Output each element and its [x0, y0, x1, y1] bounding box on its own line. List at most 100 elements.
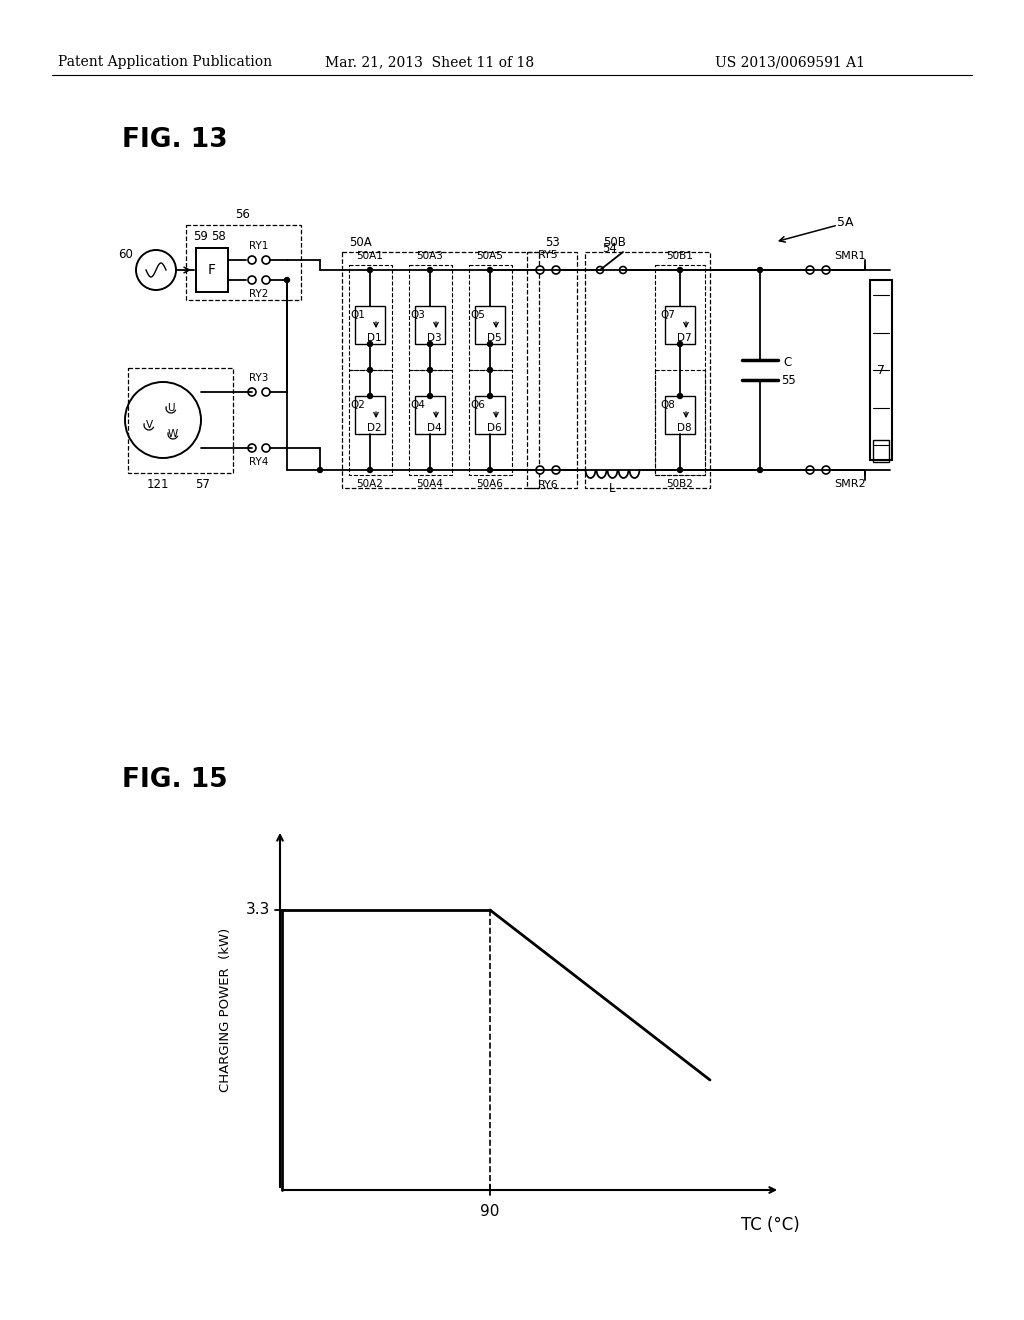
- Text: 50B: 50B: [603, 235, 627, 248]
- Circle shape: [262, 276, 270, 284]
- Bar: [469, 265, 512, 370]
- Text: RY3: RY3: [249, 374, 268, 383]
- Circle shape: [822, 267, 830, 275]
- Text: F: F: [208, 263, 216, 277]
- Circle shape: [806, 466, 814, 474]
- Circle shape: [536, 267, 544, 275]
- Text: 58: 58: [212, 230, 226, 243]
- Text: 50B1: 50B1: [667, 251, 693, 261]
- Text: D4: D4: [427, 422, 441, 433]
- Text: Mar. 21, 2013  Sheet 11 of 18: Mar. 21, 2013 Sheet 11 of 18: [326, 55, 535, 69]
- Text: 54: 54: [602, 242, 617, 255]
- Circle shape: [262, 388, 270, 396]
- Text: 56: 56: [236, 209, 251, 222]
- Circle shape: [758, 268, 763, 272]
- Circle shape: [136, 249, 176, 290]
- Text: D8: D8: [677, 422, 691, 433]
- Circle shape: [427, 393, 432, 399]
- Text: 50A5: 50A5: [476, 251, 504, 261]
- Circle shape: [427, 367, 432, 372]
- Circle shape: [427, 467, 432, 473]
- Bar: [585, 252, 710, 488]
- Text: D7: D7: [677, 333, 691, 343]
- Bar: [655, 265, 705, 475]
- Circle shape: [822, 466, 830, 474]
- Text: D2: D2: [367, 422, 381, 433]
- Circle shape: [262, 444, 270, 451]
- Circle shape: [248, 256, 256, 264]
- Circle shape: [536, 466, 544, 474]
- Bar: [355, 396, 385, 434]
- Bar: [475, 396, 505, 434]
- Circle shape: [487, 342, 493, 346]
- Text: RY4: RY4: [249, 457, 268, 467]
- Text: 3.3: 3.3: [246, 903, 270, 917]
- Circle shape: [552, 466, 560, 474]
- Text: 7: 7: [877, 363, 885, 376]
- Circle shape: [368, 342, 373, 346]
- Text: 60: 60: [119, 248, 133, 261]
- Text: SMR2: SMR2: [835, 479, 866, 488]
- Circle shape: [758, 467, 763, 473]
- Text: 59: 59: [194, 230, 209, 243]
- Text: Q6: Q6: [471, 400, 485, 411]
- Text: Q4: Q4: [411, 400, 425, 411]
- Text: RY2: RY2: [249, 289, 268, 300]
- Circle shape: [597, 267, 603, 273]
- Circle shape: [248, 444, 256, 451]
- Text: U: U: [167, 403, 175, 413]
- Text: W: W: [168, 429, 178, 440]
- Text: 50B2: 50B2: [667, 479, 693, 488]
- Circle shape: [678, 342, 683, 346]
- Text: 50A: 50A: [348, 235, 372, 248]
- Bar: [409, 265, 452, 370]
- Text: D6: D6: [486, 422, 502, 433]
- Circle shape: [487, 367, 493, 372]
- Circle shape: [427, 268, 432, 272]
- Circle shape: [368, 467, 373, 473]
- Text: D3: D3: [427, 333, 441, 343]
- Text: 50A1: 50A1: [356, 251, 383, 261]
- Circle shape: [678, 268, 683, 272]
- Text: V: V: [145, 420, 153, 430]
- Circle shape: [248, 388, 256, 396]
- Text: Q1: Q1: [350, 310, 366, 319]
- Circle shape: [678, 393, 683, 399]
- Text: 90: 90: [480, 1204, 500, 1220]
- Text: FIG. 13: FIG. 13: [122, 127, 227, 153]
- Bar: [409, 370, 452, 475]
- Text: 53: 53: [545, 235, 559, 248]
- Circle shape: [368, 393, 373, 399]
- Bar: [349, 370, 392, 475]
- Text: Q2: Q2: [350, 400, 366, 411]
- Text: Q5: Q5: [471, 310, 485, 319]
- Text: RY6: RY6: [538, 480, 558, 490]
- Bar: [665, 306, 695, 345]
- Bar: [196, 248, 228, 292]
- Bar: [186, 224, 301, 300]
- Text: Q3: Q3: [411, 310, 425, 319]
- Circle shape: [317, 467, 323, 473]
- Circle shape: [368, 367, 373, 372]
- Text: Q8: Q8: [660, 400, 676, 411]
- Text: Q7: Q7: [660, 310, 676, 319]
- Circle shape: [487, 268, 493, 272]
- Circle shape: [285, 277, 290, 282]
- Text: D1: D1: [367, 333, 381, 343]
- Text: CHARGING POWER  (kW): CHARGING POWER (kW): [218, 928, 231, 1092]
- Bar: [475, 306, 505, 345]
- Text: 121: 121: [146, 479, 169, 491]
- Text: 50A3: 50A3: [417, 251, 443, 261]
- Bar: [873, 440, 889, 462]
- Circle shape: [552, 267, 560, 275]
- Circle shape: [368, 268, 373, 272]
- Circle shape: [620, 267, 627, 273]
- Bar: [527, 252, 577, 488]
- Text: US 2013/0069591 A1: US 2013/0069591 A1: [715, 55, 865, 69]
- Text: C: C: [784, 355, 793, 368]
- Bar: [469, 370, 512, 475]
- Circle shape: [125, 381, 201, 458]
- Circle shape: [678, 467, 683, 473]
- Text: 55: 55: [780, 374, 796, 387]
- Circle shape: [487, 467, 493, 473]
